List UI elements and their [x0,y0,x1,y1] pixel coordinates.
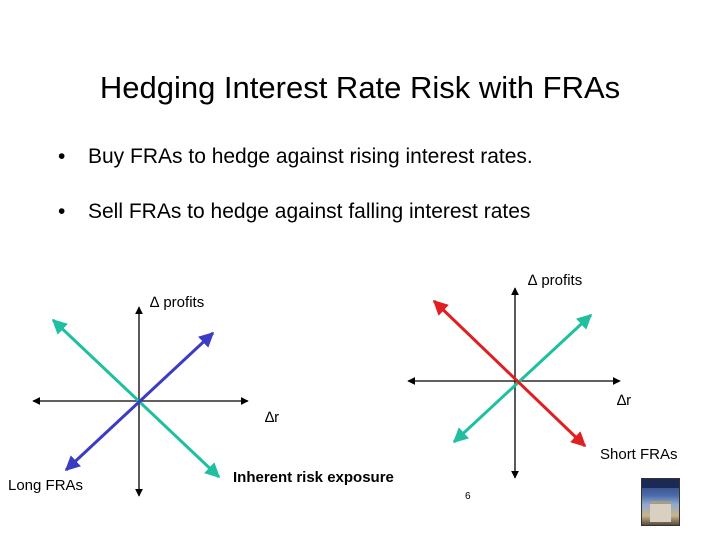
right-x-axis-label: ∆r [617,392,631,409]
long-fras-caption: Long FRAs [8,477,83,494]
slide-title: Hedging Interest Rate Risk with FRAs [99,70,621,105]
right-y-axis-label: ∆ profits [528,272,582,289]
inherent-risk-caption: Inherent risk exposure [233,469,394,486]
bullet-marker: • [58,145,66,168]
short-fras-caption: Short FRAs [600,446,678,463]
bullet-text: Sell FRAs to hedge against falling inter… [88,200,531,223]
left-risk-exposure-line [51,318,221,479]
short-fra-payoff-line [432,299,587,448]
bullet-marker: • [58,200,66,223]
book-cover-building-image [650,501,671,522]
long-fra-payoff-line [64,331,215,472]
book-cover-thumbnail [641,478,680,526]
left-y-axis-label: ∆ profits [150,294,204,311]
left-x-axis-label: ∆r [265,409,279,426]
bullet-text: Buy FRAs to hedge against rising interes… [88,145,533,168]
right-risk-exposure-line [452,313,593,444]
bullet-item: • Buy FRAs to hedge against rising intere… [58,145,533,169]
page-number: 6 [465,491,471,502]
bullet-item: • Sell FRAs to hedge against falling inte… [58,200,530,224]
book-cover-band [642,479,679,488]
